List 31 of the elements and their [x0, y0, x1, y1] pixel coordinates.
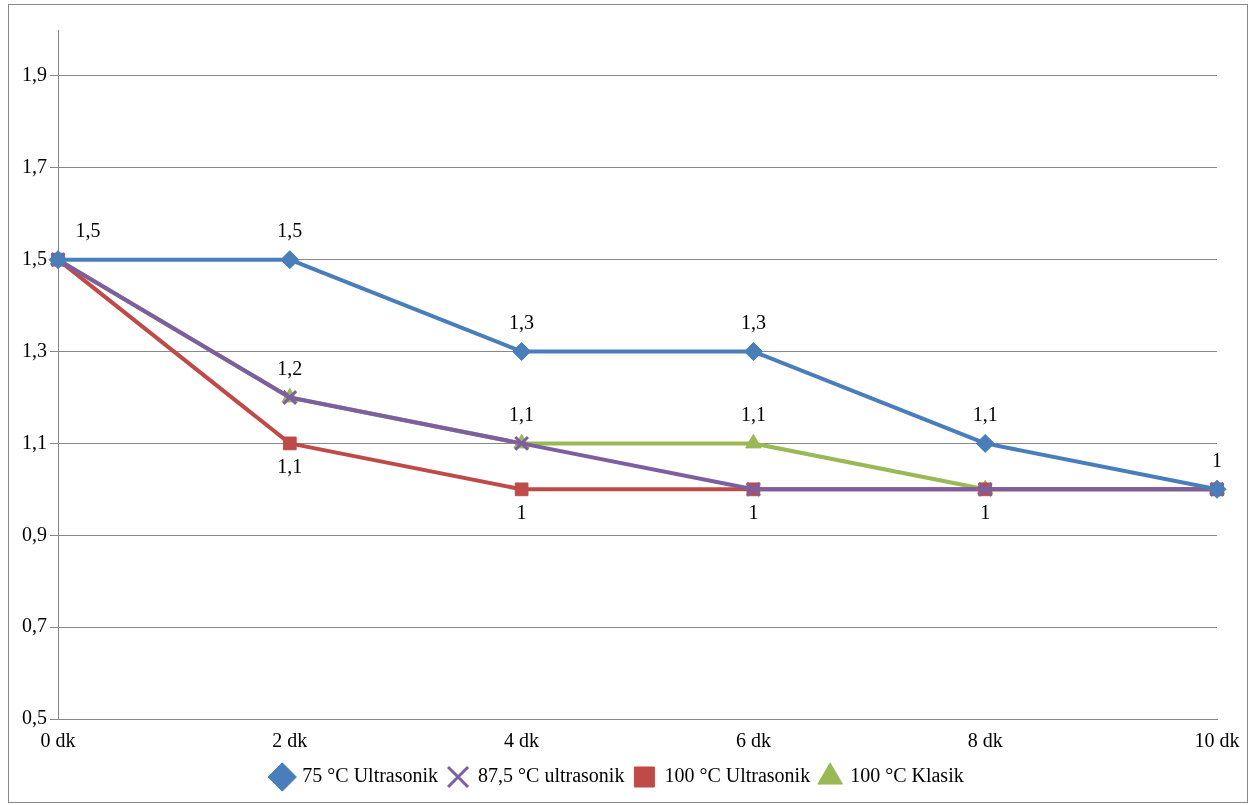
data-label: 1,3 [509, 310, 535, 333]
data-label: 1,1 [972, 402, 998, 425]
y-tick-label: 1,7 [22, 155, 47, 178]
data-label: 1,3 [740, 310, 766, 333]
x-tick-label: 6 dk [735, 729, 771, 752]
data-label: 1 [1212, 448, 1222, 471]
y-tick-label: 0,7 [22, 614, 47, 637]
data-label: 1,1 [277, 454, 303, 477]
data-label: 1 [516, 500, 527, 523]
y-tick-label: 1,3 [22, 338, 47, 361]
legend-label: 100 °C Ultrasonik [664, 764, 811, 787]
y-tick-label: 1,9 [22, 63, 47, 86]
data-label: 1 [748, 500, 759, 523]
data-label: 1 [980, 500, 991, 523]
x-tick-label: 10 dk [1194, 729, 1240, 752]
data-label: 1,5 [277, 218, 303, 241]
y-tick-label: 0,9 [22, 522, 47, 545]
x-tick-label: 2 dk [272, 729, 308, 752]
y-tick-label: 0,5 [22, 706, 47, 729]
legend-label: 87,5 °C ultrasonik [478, 764, 625, 787]
x-tick-label: 4 dk [504, 729, 540, 752]
legend-label: 75 °C Ultrasonik [302, 764, 439, 787]
y-tick-label: 1,5 [22, 246, 47, 269]
data-label: 1,5 [75, 218, 101, 241]
data-label: 1,1 [509, 402, 535, 425]
x-tick-label: 8 dk [967, 729, 1003, 752]
legend-label: 100 °C Klasik [850, 764, 964, 787]
x-tick-label: 0 dk [40, 729, 76, 752]
data-label: 1,1 [740, 402, 766, 425]
data-label: 1,2 [277, 356, 303, 379]
y-tick-label: 1,1 [22, 430, 47, 453]
